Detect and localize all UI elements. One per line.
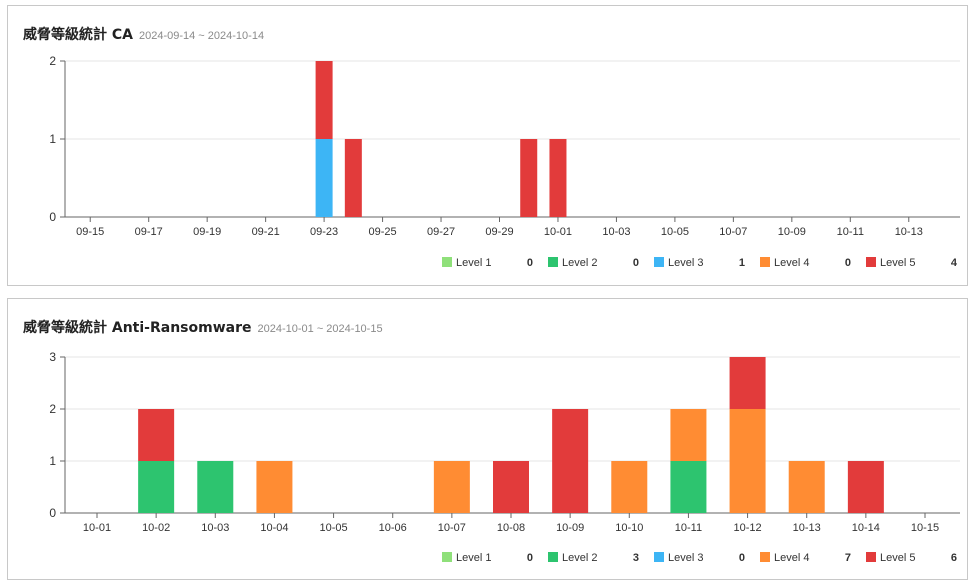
legend-swatch-level-5 <box>866 552 876 562</box>
bar-level-5 <box>549 139 567 217</box>
x-tick-label: 09-23 <box>310 226 338 238</box>
x-tick-label: 10-11 <box>837 226 864 238</box>
legend-label-level-5: Level 5 <box>880 552 915 564</box>
x-tick-label: 10-15 <box>911 522 939 534</box>
x-tick-label: 10-07 <box>719 226 747 238</box>
legend-swatch-level-3 <box>654 552 664 562</box>
legend-total-level-5: 6 <box>951 552 957 564</box>
x-tick-label: 10-14 <box>852 522 880 534</box>
bar-level-4 <box>788 461 825 513</box>
bar-level-2 <box>197 461 234 513</box>
legend-label-level-2: Level 2 <box>562 552 597 564</box>
bar-level-2 <box>670 461 707 513</box>
legend-total-level-4: 7 <box>845 552 851 564</box>
y-tick-label: 0 <box>49 210 56 224</box>
bar-level-5 <box>552 409 589 513</box>
bar-level-5 <box>493 461 529 513</box>
x-tick-label: 09-25 <box>368 226 396 238</box>
x-tick-label: 10-12 <box>734 522 762 534</box>
legend-swatch-level-3 <box>654 257 664 267</box>
legend-total-level-1: 0 <box>527 257 533 269</box>
legend-total-level-1: 0 <box>527 552 533 564</box>
x-tick-label: 09-15 <box>76 226 104 238</box>
x-tick-label: 10-05 <box>661 226 689 238</box>
legend-swatch-level-1 <box>442 552 452 562</box>
x-tick-label: 10-13 <box>793 522 821 534</box>
legend-total-level-2: 3 <box>633 552 639 564</box>
bar-level-4 <box>433 461 470 513</box>
bar-level-4 <box>670 409 707 461</box>
legend-swatch-level-4 <box>760 552 770 562</box>
x-tick-label: 10-03 <box>602 226 630 238</box>
chart-title: 威脅等級統計 CA <box>23 27 133 43</box>
bar-level-5 <box>729 357 766 409</box>
y-tick-label: 3 <box>49 350 56 364</box>
x-tick-label: 10-09 <box>556 522 584 534</box>
x-tick-label: 09-27 <box>427 226 455 238</box>
legend-label-level-1: Level 1 <box>456 257 491 269</box>
bar-level-4 <box>256 461 293 513</box>
legend-total-level-3: 0 <box>739 552 745 564</box>
y-tick-label: 2 <box>49 402 56 416</box>
chart-title: 威脅等級統計 Anti-Ransomware <box>23 320 252 336</box>
y-tick-label: 1 <box>49 454 56 468</box>
legend-swatch-level-2 <box>548 257 558 267</box>
x-tick-label: 10-05 <box>320 522 348 534</box>
bar-level-5 <box>847 461 884 513</box>
x-tick-label: 10-04 <box>260 522 288 534</box>
panel-title: 威脅等級統計 CA 2024-09-14 ~ 2024-10-14 <box>23 24 264 44</box>
legend-label-level-3: Level 3 <box>668 552 703 564</box>
y-tick-label: 0 <box>49 506 56 520</box>
legend-label-level-1: Level 1 <box>456 552 491 564</box>
legend-swatch-level-2 <box>548 552 558 562</box>
x-tick-label: 10-01 <box>544 226 572 238</box>
bar-level-4 <box>729 409 766 513</box>
bar-level-4 <box>611 461 648 513</box>
panel-title: 威脅等級統計 Anti-Ransomware 2024-10-01 ~ 2024-… <box>23 317 383 337</box>
bar-level-5 <box>315 61 333 139</box>
legend-swatch-level-5 <box>866 257 876 267</box>
legend-swatch-level-1 <box>442 257 452 267</box>
anti-ransomware-threat-chart: 0 1 2 3 10-01 10-02 10-03 10-04 10-05 10-06 10-07 1… <box>49 350 960 564</box>
x-tick-label: 10-06 <box>379 522 407 534</box>
date-range: 2024-09-14 ~ 2024-10-14 <box>138 30 265 42</box>
x-tick-label: 10-11 <box>675 522 702 534</box>
bar-level-5 <box>520 139 538 217</box>
bar-level-5 <box>344 139 362 217</box>
legend-label-level-2: Level 2 <box>562 257 597 269</box>
x-tick-label: 10-07 <box>438 522 466 534</box>
y-tick-label: 1 <box>49 132 56 146</box>
anti-ransomware-threat-panel: 威脅等級統計 Anti-Ransomware 2024-10-01 ~ 2024-… <box>7 298 968 580</box>
ca-threat-panel: 威脅等級統計 CA 2024-09-14 ~ 2024-10-14 0 1 2 09-1… <box>7 5 968 286</box>
x-tick-label: 09-21 <box>252 226 280 238</box>
legend-label-level-5: Level 5 <box>880 257 915 269</box>
x-tick-label: 10-10 <box>615 522 643 534</box>
x-tick-label: 10-08 <box>497 522 525 534</box>
x-tick-label: 10-09 <box>778 226 806 238</box>
bar-level-5 <box>138 409 175 461</box>
ca-threat-chart: 0 1 2 09-15 09-17 09-19 09-21 09-23 09-25 09-27 09… <box>49 54 960 269</box>
legend-total-level-4: 0 <box>845 257 851 269</box>
x-tick-label: 10-13 <box>895 226 923 238</box>
x-tick-label: 09-17 <box>135 226 163 238</box>
y-tick-label: 2 <box>49 54 56 68</box>
legend-total-level-5: 4 <box>951 257 958 269</box>
x-tick-label: 10-02 <box>142 522 170 534</box>
bar-level-3 <box>315 139 333 217</box>
date-range: 2024-10-01 ~ 2024-10-15 <box>257 323 383 335</box>
x-tick-label: 09-19 <box>193 226 221 238</box>
legend-label-level-4: Level 4 <box>774 257 809 269</box>
x-tick-label: 10-03 <box>201 522 229 534</box>
legend-label-level-3: Level 3 <box>668 257 703 269</box>
x-tick-label: 09-29 <box>485 226 513 238</box>
bar-level-2 <box>138 461 175 513</box>
legend-swatch-level-4 <box>760 257 770 267</box>
legend-total-level-2: 0 <box>633 257 639 269</box>
legend-total-level-3: 1 <box>739 257 745 269</box>
x-tick-label: 10-01 <box>83 522 111 534</box>
legend-label-level-4: Level 4 <box>774 552 809 564</box>
